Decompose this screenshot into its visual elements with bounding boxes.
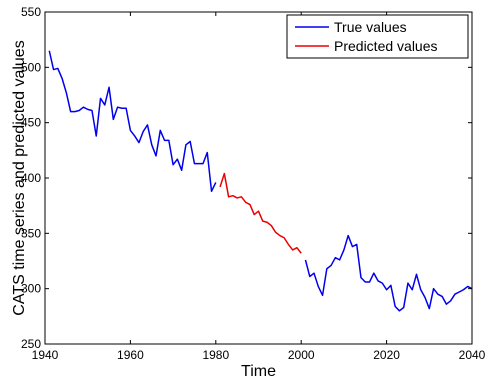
x-tick-label: 1980 [202,348,229,362]
legend-box [286,14,469,59]
x-tick-label: 2000 [288,348,315,362]
legend-label: Predicted values [334,38,438,54]
axes-layer: 1940 1960 1980 2000 2020 2040 250 300 350 400 450 5… [21,5,486,362]
y-tick-label: 300 [21,282,41,296]
series-line [219,172,302,254]
series-true-values [48,50,473,312]
y-tick-label: 450 [21,116,41,130]
legend: True values Predicted values [286,14,469,59]
series-line [48,50,217,193]
y-tick-label: 550 [21,5,41,19]
x-tick-label: 2040 [459,348,486,362]
y-tick-label: 250 [21,337,41,351]
y-axis-label: CATS time series and predicted values [11,40,28,315]
series-line [304,234,473,312]
y-tick-label: 400 [21,171,41,185]
series-layer [48,50,473,312]
y-tick-label: 500 [21,60,41,74]
x-tick-label: 2020 [373,348,400,362]
x-tick-label: 1940 [32,348,59,362]
x-tick-label: 1960 [117,348,144,362]
series-predicted-values [219,172,302,254]
y-tick-label: 350 [21,226,41,240]
legend-label: True values [334,19,407,35]
x-axis-label: Time [241,363,276,380]
